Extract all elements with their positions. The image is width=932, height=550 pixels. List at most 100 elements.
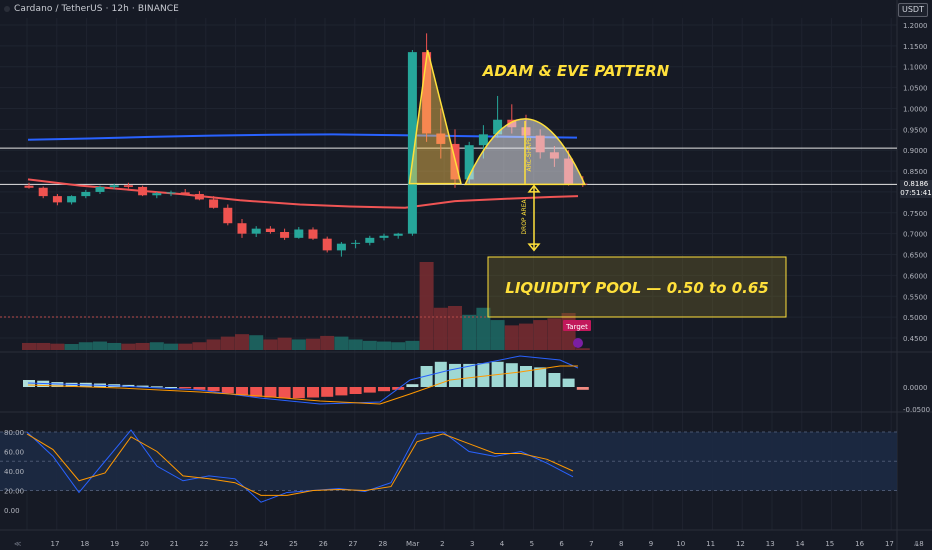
drop-arrow-head-bottom	[527, 243, 541, 252]
time-tick-label: 23	[229, 540, 238, 548]
price-tick-label: 1.1000	[903, 64, 928, 72]
candle-body	[351, 242, 361, 244]
stoch-tick-label: 40.00	[4, 468, 24, 476]
candle-body	[365, 237, 375, 243]
price-tick-label: 0.6500	[903, 252, 928, 260]
macd-histogram-bar	[434, 361, 447, 387]
volume-bar	[206, 339, 221, 350]
macd-histogram-bar	[278, 387, 291, 399]
time-tick-label: 14	[796, 540, 805, 548]
time-tick-label: 15	[825, 540, 834, 548]
time-tick-label: 27	[349, 540, 358, 548]
volume-bar	[164, 343, 178, 350]
volume-bar	[377, 341, 391, 350]
time-tick-label: 7	[589, 540, 593, 548]
volume-bar	[107, 342, 122, 350]
currency-button[interactable]: USDT	[898, 3, 928, 17]
macd-histogram-bar	[335, 387, 348, 396]
macd-histogram-bar	[150, 386, 163, 388]
macd-histogram-bar	[420, 366, 433, 387]
liquidity-pool-label: LIQUIDITY POOL — 0.50 to 0.65	[505, 279, 768, 297]
volume-bar	[476, 307, 491, 350]
time-tick-label: 11	[706, 540, 715, 548]
macd-histogram-bar	[207, 387, 220, 392]
macd-histogram-bar	[534, 367, 547, 387]
macd-histogram-bar	[51, 382, 64, 387]
volume-bar	[419, 262, 434, 350]
macd-histogram-bar	[520, 366, 532, 387]
goto-start-icon[interactable]: ≪	[14, 540, 22, 548]
candle-body	[478, 134, 488, 146]
macd-histogram-bar	[221, 387, 234, 394]
auto-scale-icon[interactable]: A	[914, 540, 919, 548]
time-tick-label: 16	[855, 540, 864, 548]
time-tick-label: 6	[559, 540, 564, 548]
time-tick-label: 4	[500, 540, 505, 548]
macd-histogram-bar	[321, 387, 334, 397]
volume-bar	[178, 343, 193, 350]
target-badge	[563, 320, 591, 331]
macd-histogram-bar	[363, 387, 376, 393]
time-tick-label: 13	[766, 540, 775, 548]
candle-body	[322, 238, 332, 251]
candle-body	[180, 192, 190, 195]
macd-histogram-bar	[349, 387, 362, 394]
macd-histogram-bar	[292, 387, 305, 399]
volume-bar	[547, 318, 562, 350]
volume-bar	[149, 342, 164, 350]
volume-bar	[192, 342, 207, 350]
candle-body	[422, 52, 432, 134]
stoch-tick-label: 60.00	[4, 449, 24, 457]
time-tick-label: 17	[885, 540, 894, 548]
macd-tick-label: 0.0000	[903, 384, 928, 392]
drop-arrow-head-top	[527, 184, 541, 193]
price-tick-label: 1.2000	[903, 22, 928, 30]
volume-bar	[36, 342, 51, 350]
price-tick-label: 0.7000	[903, 231, 928, 239]
volume-bar	[519, 323, 533, 350]
volume-bar	[405, 340, 420, 350]
volume-bar	[93, 341, 107, 350]
macd-histogram-bar	[264, 387, 277, 398]
volume-bar	[320, 335, 335, 350]
candle-body	[393, 233, 403, 236]
volume-bar	[220, 336, 235, 350]
time-tick-label: 24	[259, 540, 268, 548]
adam-triangle	[408, 49, 462, 185]
candle-body	[194, 194, 204, 200]
volume-bar	[433, 307, 448, 350]
price-tick-label: 0.9500	[903, 126, 928, 134]
candle-body	[464, 145, 474, 180]
candle-body	[251, 228, 261, 234]
pattern-title: ADAM & EVE PATTERN	[482, 62, 670, 80]
time-tick-label: 3	[470, 540, 474, 548]
volume-bar	[64, 344, 79, 350]
macd-histogram-bar	[562, 378, 575, 387]
candle-body	[109, 185, 119, 187]
price-tick-label: 1.1500	[903, 43, 928, 51]
volume-bar	[348, 339, 363, 350]
macd-histogram-bar	[576, 387, 589, 390]
liquidity-pool-box	[487, 256, 787, 318]
candle-body	[123, 185, 133, 187]
candle-body	[24, 185, 34, 188]
macd-signal-line	[27, 365, 578, 405]
price-tick-label: 0.6000	[903, 272, 928, 280]
volume-bar	[306, 338, 320, 350]
time-tick-label: 28	[378, 540, 387, 548]
volume-bar	[490, 320, 505, 350]
time-tick-label: 25	[289, 540, 298, 548]
volume-bar	[334, 336, 349, 350]
volume-bar	[277, 337, 292, 350]
candle-body	[493, 119, 503, 135]
candle-body	[237, 223, 247, 234]
ma-line-red	[27, 178, 579, 209]
time-tick-label: 26	[319, 540, 328, 548]
last-price-value: 0.8186	[903, 180, 929, 188]
time-tick-label: 2	[440, 540, 444, 548]
macd-histogram-bar	[179, 387, 192, 389]
volume-bar	[362, 340, 377, 350]
candle-body	[436, 133, 446, 144]
candle-body	[166, 192, 176, 194]
